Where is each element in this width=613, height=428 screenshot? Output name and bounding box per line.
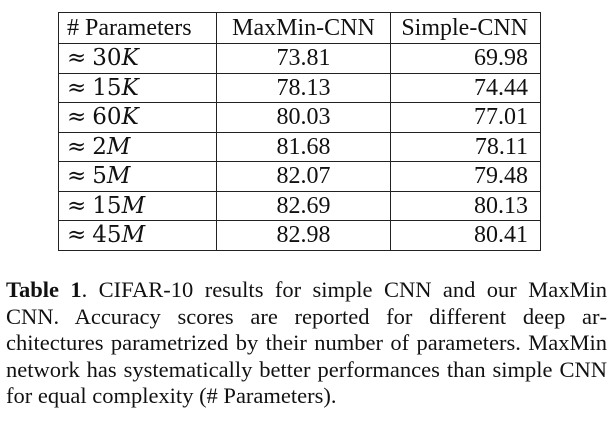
parameter-count: ≈2M — [67, 134, 130, 160]
cell-simple-cnn: 80.41 — [390, 220, 541, 251]
cell-parameters: ≈15M — [58, 190, 217, 221]
approx-symbol: ≈ — [67, 45, 87, 72]
parameter-number: 45 — [92, 222, 122, 249]
parameter-number: 60 — [92, 104, 122, 131]
header-parameters: # Parameters — [58, 12, 217, 44]
cell-maxmin-cnn: 73.81 — [216, 43, 391, 74]
approx-symbol: ≈ — [67, 74, 87, 101]
parameter-number: 5 — [92, 163, 107, 190]
parameter-number: 15 — [92, 192, 122, 219]
header-maxmin-cnn: MaxMin-CNN — [216, 12, 391, 44]
cell-parameters: ≈2M — [58, 131, 217, 162]
parameter-unit: K — [121, 45, 139, 72]
results-table: # Parameters MaxMin-CNN Simple-CNN ≈30K 7… — [58, 12, 541, 251]
cell-simple-cnn: 78.11 — [390, 131, 541, 162]
cell-maxmin-cnn: 82.07 — [216, 161, 391, 192]
parameter-unit: M — [121, 192, 146, 219]
table-row: ≈60K 80.03 77.01 — [58, 102, 541, 133]
cell-maxmin-cnn: 82.69 — [216, 190, 391, 221]
approx-symbol: ≈ — [67, 104, 87, 131]
cell-simple-cnn: 77.01 — [390, 102, 541, 133]
table-body: ≈30K 73.81 69.98 ≈15K 78.13 74.44 ≈60K 80.03 77.… — [58, 43, 541, 251]
parameter-unit: M — [121, 222, 146, 249]
cell-parameters: ≈5M — [58, 161, 217, 192]
cell-parameters: ≈15K — [58, 72, 217, 103]
cell-parameters: ≈45M — [58, 220, 217, 251]
table-caption: Table 1. CIFAR-10 results for simple CNN… — [6, 277, 607, 410]
approx-symbol: ≈ — [67, 192, 87, 219]
parameter-unit: K — [121, 74, 139, 101]
parameter-count: ≈60K — [67, 104, 139, 130]
cell-maxmin-cnn: 80.03 — [216, 102, 391, 133]
cell-parameters: ≈60K — [58, 102, 217, 133]
caption-text: . CIFAR-10 results for simple CNN and ou… — [6, 277, 607, 408]
approx-symbol: ≈ — [67, 133, 87, 160]
parameter-count: ≈45M — [67, 222, 145, 248]
approx-symbol: ≈ — [67, 222, 87, 249]
cell-parameters: ≈30K — [58, 43, 217, 74]
parameter-count: ≈5M — [67, 163, 130, 189]
parameter-unit: M — [106, 163, 131, 190]
cell-maxmin-cnn: 81.68 — [216, 131, 391, 162]
caption-label: Table 1 — [6, 277, 82, 302]
cell-maxmin-cnn: 78.13 — [216, 72, 391, 103]
parameter-unit: M — [106, 133, 131, 160]
parameter-number: 2 — [92, 133, 107, 160]
table-header-row: # Parameters MaxMin-CNN Simple-CNN — [58, 12, 541, 44]
cell-maxmin-cnn: 82.98 — [216, 220, 391, 251]
table-row: ≈45M 82.98 80.41 — [58, 220, 541, 251]
header-simple-cnn: Simple-CNN — [390, 12, 541, 44]
parameter-unit: K — [121, 104, 139, 131]
approx-symbol: ≈ — [67, 163, 87, 190]
table-row: ≈15M 82.69 80.13 — [58, 190, 541, 221]
table-row: ≈5M 82.07 79.48 — [58, 161, 541, 192]
cell-simple-cnn: 74.44 — [390, 72, 541, 103]
cell-simple-cnn: 80.13 — [390, 190, 541, 221]
parameter-count: ≈30K — [67, 45, 139, 71]
parameter-count: ≈15K — [67, 75, 139, 101]
parameter-number: 15 — [92, 74, 122, 101]
parameter-count: ≈15M — [67, 193, 145, 219]
cell-simple-cnn: 69.98 — [390, 43, 541, 74]
table-row: ≈15K 78.13 74.44 — [58, 72, 541, 103]
cell-simple-cnn: 79.48 — [390, 161, 541, 192]
table-row: ≈2M 81.68 78.11 — [58, 131, 541, 162]
table-row: ≈30K 73.81 69.98 — [58, 43, 541, 74]
parameter-number: 30 — [92, 45, 122, 72]
